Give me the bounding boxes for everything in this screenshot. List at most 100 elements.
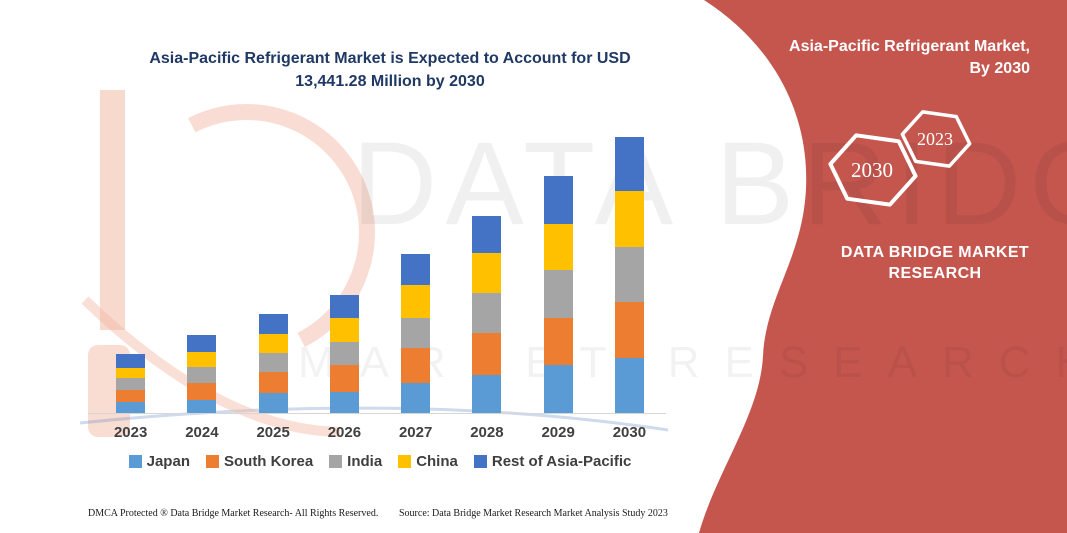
dbmr-logo-watermark-bar bbox=[100, 90, 125, 330]
bar-segment-china-2027 bbox=[401, 285, 431, 319]
bar-chart-plot-area bbox=[95, 133, 665, 413]
bar-segment-india-2028 bbox=[472, 292, 502, 333]
bar-stack-2024 bbox=[187, 335, 217, 413]
chart-title-line2: 13,441.28 Million by 2030 bbox=[295, 73, 485, 90]
chart-title-line1: Asia-Pacific Refrigerant Market is Expec… bbox=[149, 50, 631, 67]
bar-segment-south-korea-2023 bbox=[116, 390, 146, 402]
bar-segment-south-korea-2027 bbox=[401, 348, 431, 384]
bar-stack-2026 bbox=[329, 295, 359, 413]
hexagon-2030 bbox=[828, 133, 918, 207]
bar-segment-japan-2029 bbox=[543, 364, 573, 413]
hexagon-2023-label: 2023 bbox=[917, 129, 953, 149]
legend-swatch-rest-of-asia-pacific bbox=[473, 455, 487, 468]
x-axis-label-2029: 2029 bbox=[541, 424, 575, 441]
legend-swatch-south-korea bbox=[205, 455, 219, 468]
bar-stack-2030 bbox=[614, 137, 644, 413]
bar-group-2026 bbox=[309, 133, 380, 413]
bar-segment-china-2026 bbox=[329, 318, 359, 343]
legend-item-rest-of-asia-pacific: Rest of Asia-Pacific bbox=[473, 453, 631, 470]
x-axis-label-2026: 2026 bbox=[327, 424, 362, 441]
bar-segment-india-2030 bbox=[614, 246, 644, 302]
bar-segment-rest-of-asia-pacific-2025 bbox=[258, 314, 288, 334]
x-axis-label-2030: 2030 bbox=[612, 424, 647, 441]
bar-segment-japan-2027 bbox=[401, 383, 431, 413]
legend-item-south-korea: South Korea bbox=[205, 453, 314, 470]
bar-segment-india-2023 bbox=[116, 378, 146, 391]
brand-line2: RESEARCH bbox=[888, 265, 982, 282]
legend-swatch-japan bbox=[128, 455, 142, 468]
legend-swatch-china bbox=[398, 455, 412, 468]
red-panel-shape bbox=[699, 0, 1067, 533]
legend-swatch-india bbox=[329, 455, 343, 468]
legend-item-japan: Japan bbox=[128, 453, 190, 470]
bar-stack-2023 bbox=[116, 354, 146, 413]
bar-stack-2029 bbox=[543, 175, 573, 413]
bar-segment-rest-of-asia-pacific-2023 bbox=[116, 354, 146, 369]
bar-segment-japan-2030 bbox=[614, 357, 644, 413]
bar-group-2030 bbox=[594, 133, 665, 413]
bar-segment-south-korea-2024 bbox=[187, 383, 217, 401]
bar-segment-rest-of-asia-pacific-2026 bbox=[329, 295, 359, 319]
legend-label-china: China bbox=[416, 453, 458, 470]
side-panel-title-line2: By 2030 bbox=[969, 60, 1031, 77]
bar-segment-japan-2028 bbox=[472, 375, 502, 413]
brand-name: DATA BRIDGE MARKET RESEARCH bbox=[825, 242, 1045, 284]
x-axis-label-2023: 2023 bbox=[113, 424, 148, 441]
legend-label-south-korea: South Korea bbox=[223, 453, 314, 470]
side-panel-title-line1: Asia-Pacific Refrigerant Market, bbox=[789, 38, 1030, 55]
bar-segment-south-korea-2026 bbox=[329, 365, 359, 393]
bar-group-2023 bbox=[95, 133, 166, 413]
legend-item-india: India bbox=[329, 453, 382, 470]
bar-segment-japan-2024 bbox=[187, 400, 217, 413]
bar-stack-2027 bbox=[401, 254, 431, 413]
hexagon-2030-label: 2030 bbox=[851, 158, 893, 182]
bar-segment-south-korea-2025 bbox=[258, 372, 288, 394]
hexagon-2023 bbox=[900, 110, 972, 168]
bar-segment-china-2030 bbox=[614, 190, 644, 247]
bar-segment-japan-2025 bbox=[258, 393, 288, 413]
bar-segment-india-2029 bbox=[543, 269, 573, 318]
dmca-notice: DMCA Protected ® Data Bridge Market Rese… bbox=[88, 508, 379, 519]
bar-stack-2025 bbox=[258, 314, 288, 413]
large-text-watermark: DATA BRIDGE bbox=[352, 118, 1067, 250]
bar-group-2025 bbox=[238, 133, 309, 413]
legend-label-india: India bbox=[347, 453, 383, 470]
bar-segment-india-2027 bbox=[401, 318, 431, 349]
bar-segment-rest-of-asia-pacific-2030 bbox=[614, 137, 644, 191]
side-panel-title: Asia-Pacific Refrigerant Market, By 2030 bbox=[789, 36, 1030, 80]
legend-label-japan: Japan bbox=[146, 453, 190, 470]
legend-item-china: China bbox=[398, 453, 458, 470]
bar-segment-india-2025 bbox=[258, 353, 288, 373]
bar-group-2027 bbox=[380, 133, 451, 413]
x-axis-labels: 2023 2024 2025 2026 2027 2028 2029 2030 bbox=[95, 424, 665, 441]
x-axis-label-2025: 2025 bbox=[256, 424, 290, 441]
bar-segment-japan-2026 bbox=[329, 392, 359, 413]
bar-group-2028 bbox=[451, 133, 522, 413]
bar-segment-china-2024 bbox=[187, 352, 217, 368]
x-axis-label-2027: 2027 bbox=[398, 424, 433, 441]
x-axis-label-2028: 2028 bbox=[470, 424, 504, 441]
bar-group-2024 bbox=[166, 133, 237, 413]
bar-segment-south-korea-2028 bbox=[472, 332, 502, 376]
bar-group-2029 bbox=[523, 133, 594, 413]
bar-segment-south-korea-2029 bbox=[543, 317, 573, 365]
bar-segment-india-2026 bbox=[329, 342, 359, 366]
chart-title: Asia-Pacific Refrigerant Market is Expec… bbox=[95, 47, 685, 93]
brand-line1: DATA BRIDGE MARKET bbox=[840, 244, 1030, 261]
bar-segment-china-2029 bbox=[543, 223, 573, 270]
bar-segment-china-2025 bbox=[258, 333, 288, 354]
bar-segment-rest-of-asia-pacific-2029 bbox=[543, 175, 573, 224]
bar-segment-south-korea-2030 bbox=[614, 301, 644, 358]
bar-segment-rest-of-asia-pacific-2028 bbox=[472, 215, 502, 253]
x-axis-line bbox=[88, 413, 666, 414]
x-axis-label-2024: 2024 bbox=[185, 424, 219, 441]
bar-segment-rest-of-asia-pacific-2024 bbox=[187, 335, 217, 353]
bar-segment-china-2023 bbox=[116, 368, 146, 379]
bar-segment-rest-of-asia-pacific-2027 bbox=[401, 254, 431, 286]
bar-segment-japan-2023 bbox=[116, 401, 146, 413]
hexagon-badges: 2030 2023 bbox=[828, 110, 972, 207]
source-notice: Source: Data Bridge Market Research Mark… bbox=[399, 508, 668, 519]
bar-segment-india-2024 bbox=[187, 367, 217, 384]
